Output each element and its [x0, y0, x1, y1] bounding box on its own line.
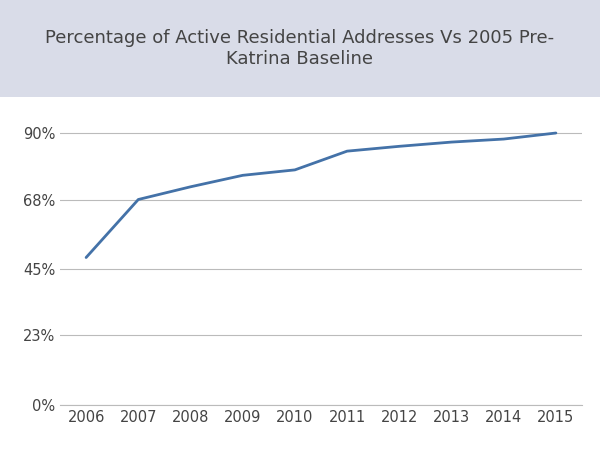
Text: Percentage of Active Residential Addresses Vs 2005 Pre-
Katrina Baseline: Percentage of Active Residential Address… [46, 29, 554, 68]
